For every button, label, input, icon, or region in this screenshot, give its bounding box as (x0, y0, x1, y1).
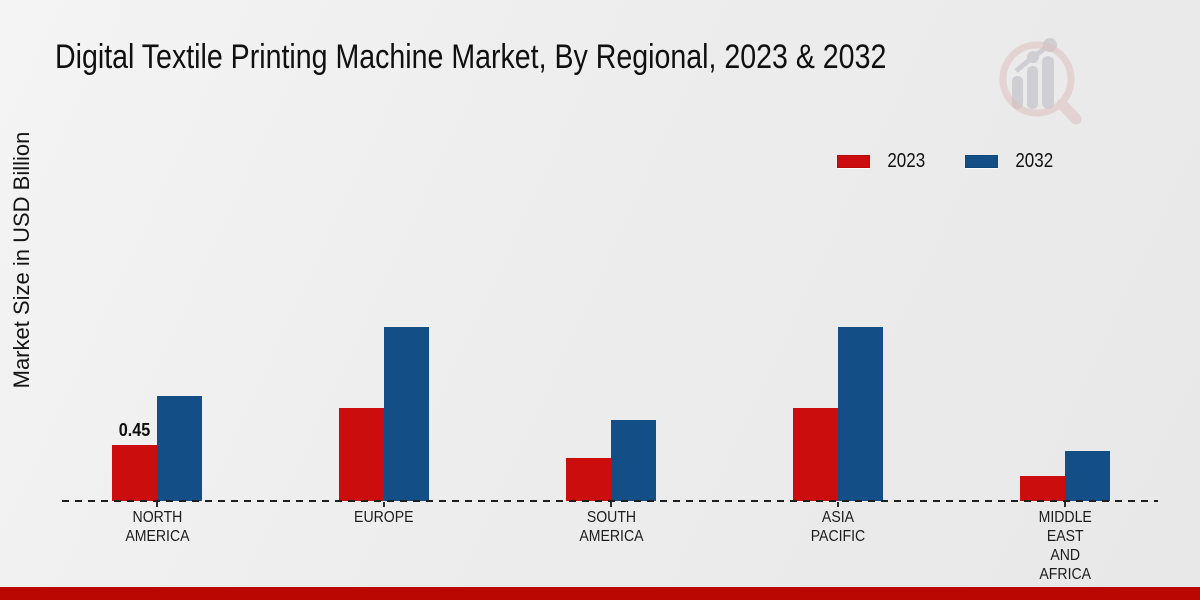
chart-title: Digital Textile Printing Machine Market,… (55, 38, 1045, 77)
bar-value-label: 0.45 (112, 420, 157, 441)
legend-label-2032: 2032 (1014, 150, 1053, 172)
category-label-text: ASIA PACIFIC (810, 509, 866, 545)
category-label-asia-pacific: ASIA PACIFIC (768, 508, 908, 546)
bar-2032-europe (384, 327, 429, 501)
y-axis-label: Market Size in USD Billion (9, 131, 34, 389)
x-axis-tick (610, 502, 612, 507)
legend: 2023 2032 (837, 150, 1056, 173)
brand-watermark-logo (999, 38, 1082, 125)
category-label-text: MIDDLE EAST AND AFRICA (1038, 509, 1092, 583)
bar-2032-south-america (611, 420, 656, 501)
bar-2023-europe (339, 408, 384, 501)
x-axis-tick (156, 502, 158, 507)
category-label-text: EUROPE (354, 509, 414, 526)
x-axis-baseline (62, 500, 1158, 502)
bar-2023-north-america (112, 445, 157, 501)
category-label-south-america: SOUTH AMERICA (541, 508, 681, 546)
footer-accent-bar (0, 587, 1200, 600)
legend-label-2023: 2023 (887, 150, 926, 172)
bar-value-text: 0.45 (118, 420, 151, 440)
bar-2023-south-america (566, 458, 611, 501)
bar-2023-middle-east-and-africa (1020, 476, 1065, 501)
category-label-text: SOUTH AMERICA (578, 509, 644, 545)
category-label-north-america: NORTH AMERICA (87, 508, 227, 546)
category-label-europe: EUROPE (314, 508, 454, 527)
x-axis-tick (383, 502, 385, 507)
legend-item-2023: 2023 (837, 150, 929, 173)
bar-2032-north-america (157, 396, 202, 501)
bar-2032-asia-pacific (838, 327, 883, 501)
bar-2023-asia-pacific (793, 408, 838, 501)
x-axis-tick (837, 502, 839, 507)
category-label-middle-east-and-africa: MIDDLE EAST AND AFRICA (995, 508, 1135, 584)
chart-title-text: Digital Textile Printing Machine Market,… (55, 38, 887, 76)
legend-swatch-2032 (964, 155, 998, 168)
category-label-text: NORTH AMERICA (124, 509, 190, 545)
x-axis-tick (1064, 502, 1066, 507)
watermark-magnifier-icon (999, 41, 1082, 125)
legend-item-2032: 2032 (964, 150, 1057, 173)
bar-2032-middle-east-and-africa (1065, 451, 1110, 501)
legend-swatch-2023 (837, 155, 870, 168)
